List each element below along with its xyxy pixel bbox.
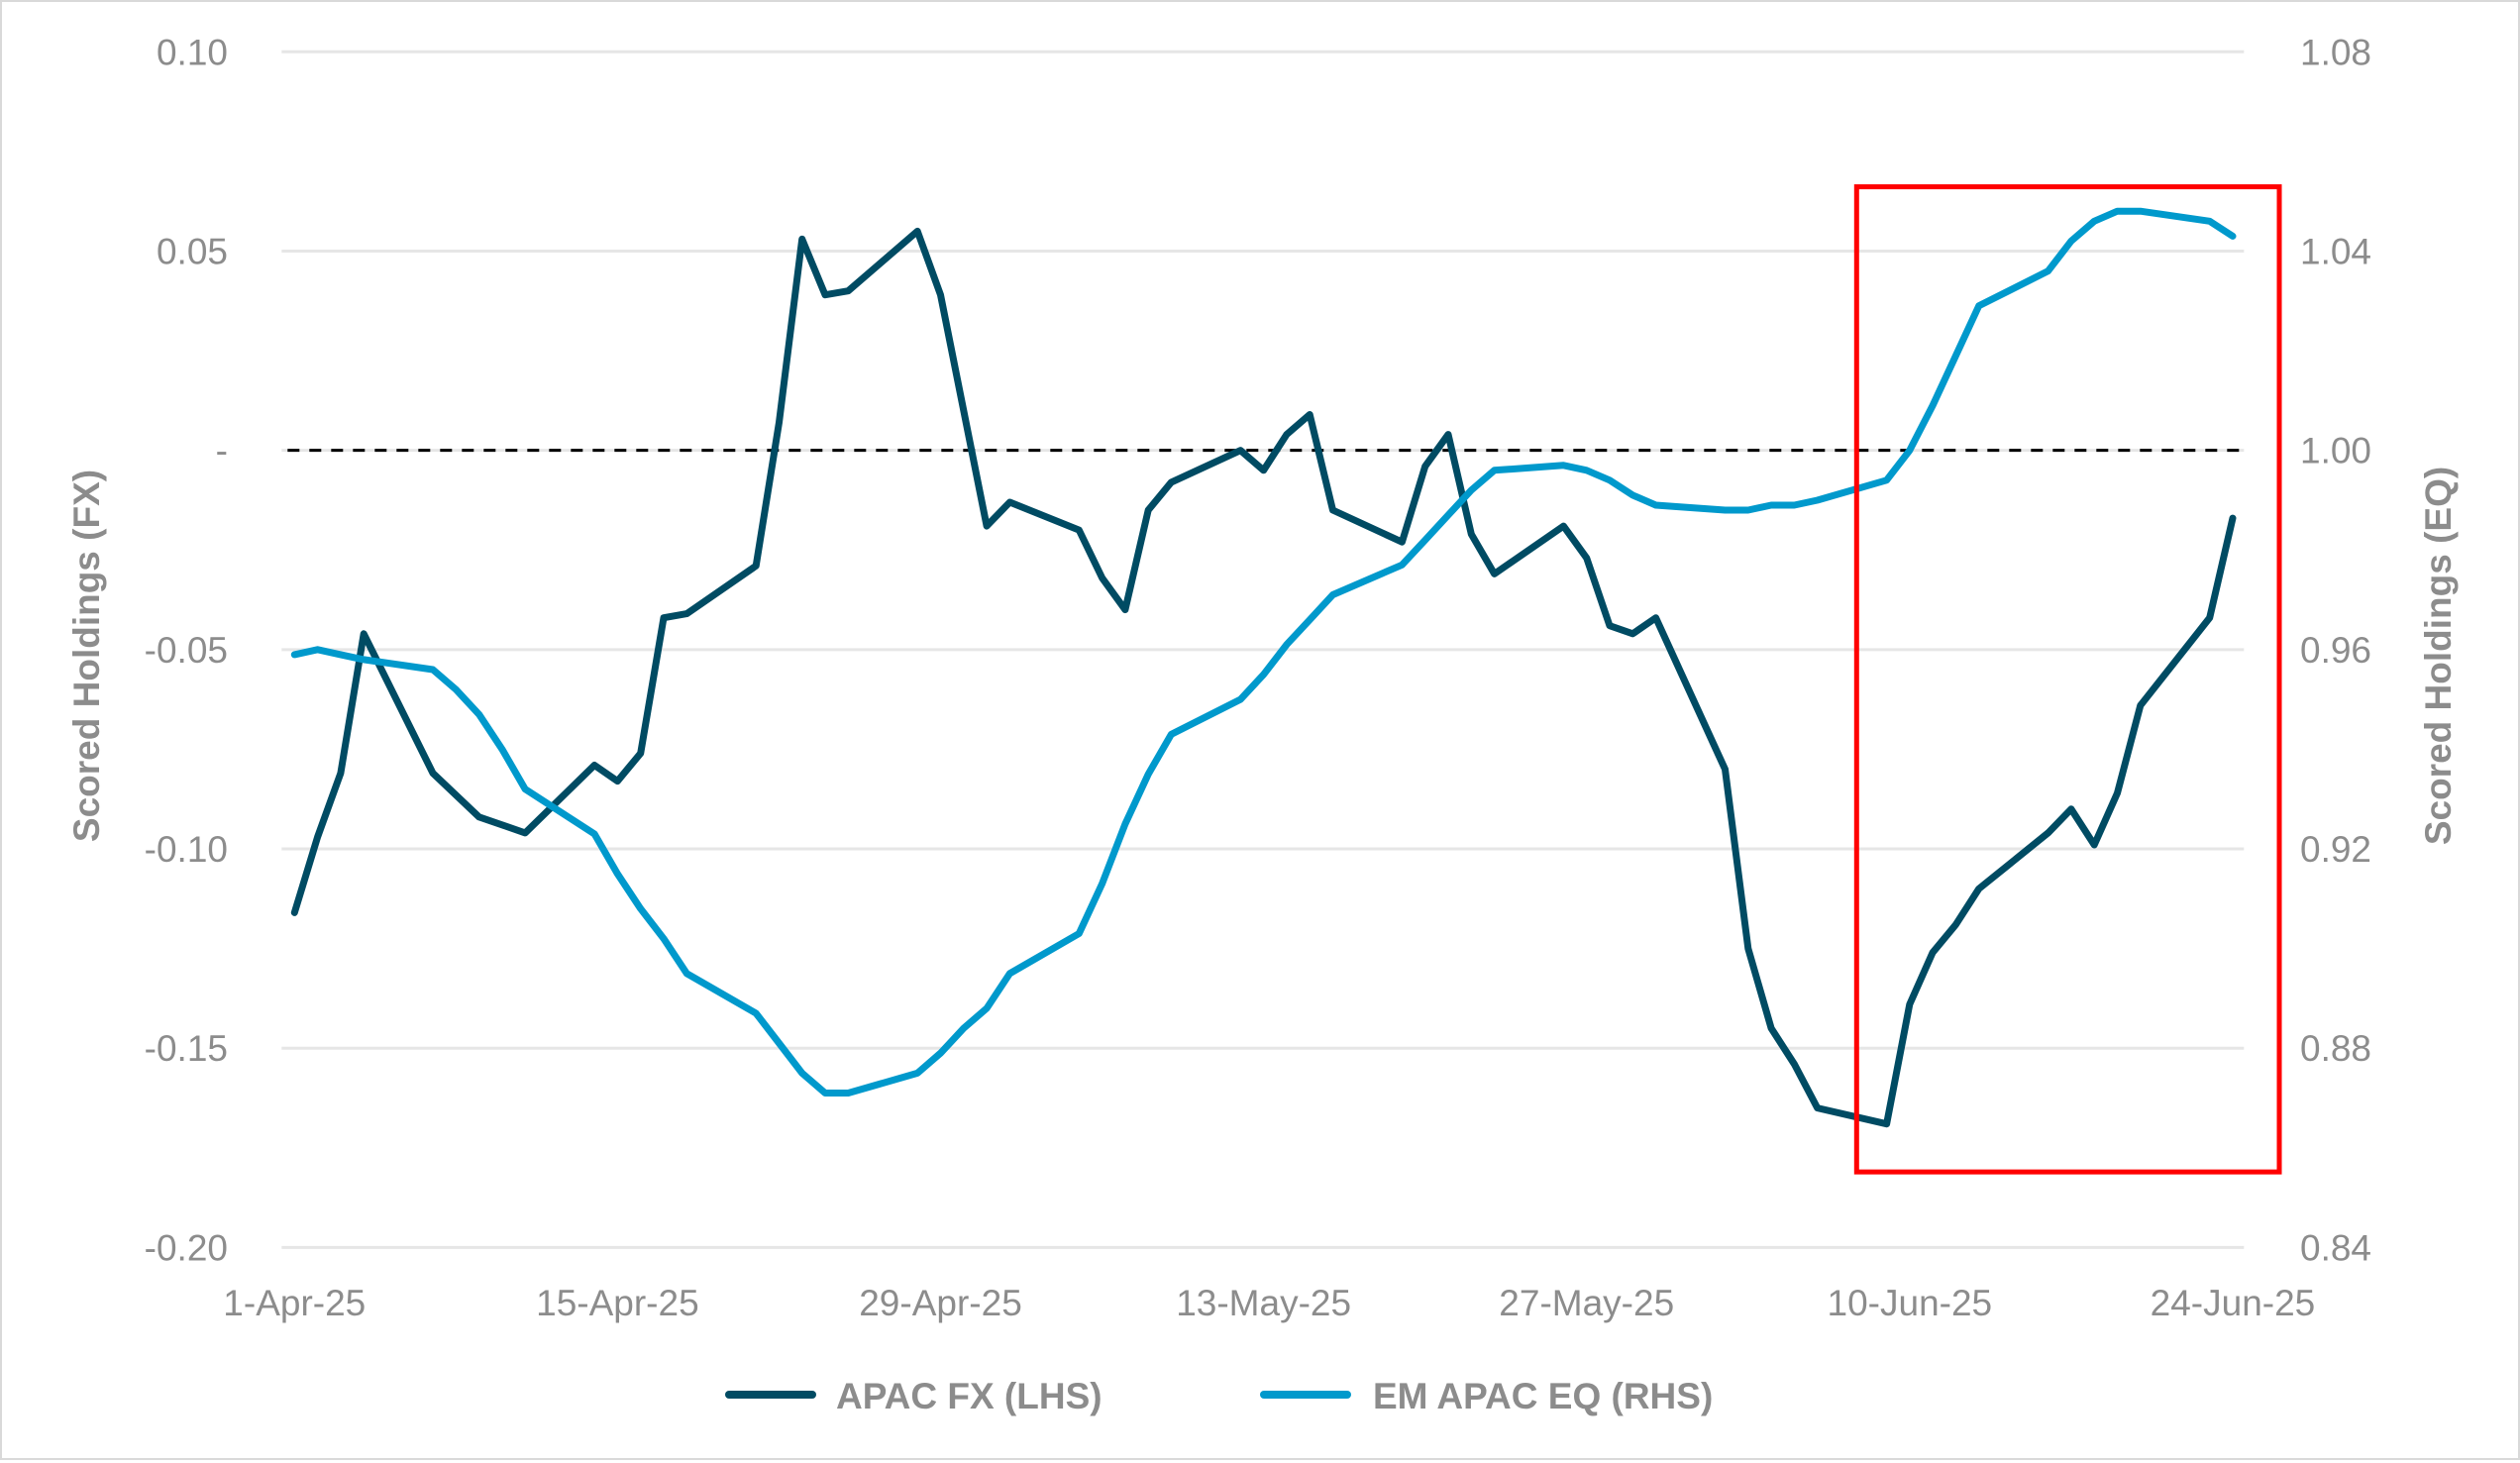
x-tick-label: 27-May-25 xyxy=(1499,1283,1674,1323)
highlight-box xyxy=(1853,184,2282,1175)
series-lines xyxy=(290,207,2237,1128)
right-y-tick-label: 0.92 xyxy=(2300,829,2371,870)
x-tick-label: 10-Jun-25 xyxy=(1828,1283,1993,1323)
x-tick-label: 13-May-25 xyxy=(1176,1283,1351,1323)
x-tick-label: 1-Apr-25 xyxy=(223,1283,366,1323)
left-y-axis-ticks: 0.10 0.05 - -0.05 -0.10 -0.15 -0.20 xyxy=(145,32,228,1268)
left-y-tick-label: -0.10 xyxy=(145,829,228,870)
x-axis-ticks: 1-Apr-25 15-Apr-25 29-Apr-25 13-May-25 27-Ma… xyxy=(223,1283,2315,1323)
right-y-tick-label: 0.96 xyxy=(2300,630,2371,671)
series-em-apac-eq-line xyxy=(290,207,2237,1097)
right-y-tick-label: 1.00 xyxy=(2300,431,2371,471)
series-apac-fx-line xyxy=(290,227,2237,1128)
left-y-tick-label: 0.10 xyxy=(157,32,228,72)
right-y-axis-ticks: 1.08 1.04 1.00 0.96 0.92 0.88 0.84 xyxy=(2300,32,2371,1268)
legend: APAC FX (LHS) EM APAC EQ (RHS) xyxy=(725,1376,1713,1416)
x-tick-label: 24-Jun-25 xyxy=(2151,1283,2316,1323)
legend-label-apac-fx: APAC FX (LHS) xyxy=(836,1376,1102,1416)
left-y-tick-label: -0.20 xyxy=(145,1227,228,1268)
left-y-tick-label: -0.05 xyxy=(145,630,228,671)
right-axis-title: Scored Holdings (EQ) xyxy=(2418,467,2459,845)
left-y-tick-label: 0.05 xyxy=(157,231,228,271)
left-y-tick-label: -0.15 xyxy=(145,1028,228,1069)
gridlines xyxy=(281,50,2245,1249)
right-y-tick-label: 0.84 xyxy=(2300,1227,2371,1268)
x-tick-label: 15-Apr-25 xyxy=(536,1283,699,1323)
right-y-tick-label: 1.04 xyxy=(2300,231,2371,271)
legend-label-em-apac-eq: EM APAC EQ (RHS) xyxy=(1373,1376,1713,1416)
right-y-tick-label: 0.88 xyxy=(2300,1028,2371,1069)
right-y-tick-label: 1.08 xyxy=(2300,32,2371,72)
x-tick-label: 29-Apr-25 xyxy=(859,1283,1022,1323)
left-axis-title: Scored Holdings (FX) xyxy=(66,470,107,842)
left-y-tick-label: - xyxy=(216,431,228,471)
